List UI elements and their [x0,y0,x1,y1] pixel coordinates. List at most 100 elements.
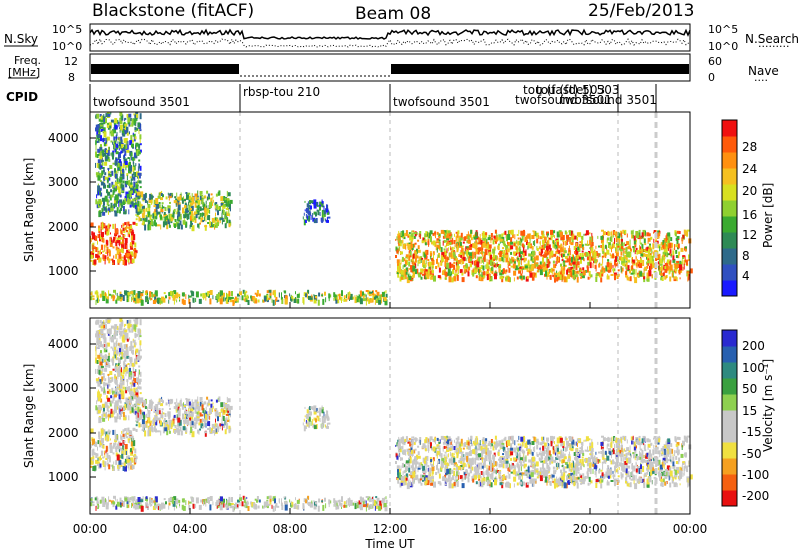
power-pixel [108,168,109,172]
velocity-pixel [118,449,120,453]
power-pixel [446,248,448,254]
power-pixel [278,292,280,298]
power-pixel [409,251,412,258]
power-pixel [129,140,133,146]
power-pixel [443,230,447,235]
power-pixel [184,202,187,207]
power-pixel [154,209,157,214]
power-pixel [640,258,642,265]
power-pixel [598,272,602,278]
velocity-pixel [106,452,109,459]
power-pixel [138,180,142,184]
power-pixel [395,247,398,252]
power-pixel [545,270,547,277]
velocity-pixel [119,365,122,370]
power-pixel [126,175,128,181]
power-pixel [679,264,683,271]
velocity-pixel [130,374,132,378]
power-pixel [651,274,653,279]
power-pixel [546,272,549,275]
power-pixel [95,138,97,145]
power-pixel [638,274,640,278]
power-pixel [129,204,132,208]
power-pixel [95,253,99,258]
velocity-pixel [237,499,240,503]
power-pixel [503,250,506,255]
velocity-pixel [183,422,185,428]
velocity-pixel [223,402,226,407]
velocity-pixel [129,405,132,408]
power-pixel [227,192,231,197]
velocity-pixel [132,372,135,378]
velocity-pixel [156,409,160,415]
power-pixel [576,235,578,240]
velocity-pixel [128,319,132,324]
power-pixel [436,240,439,243]
velocity-pixel [143,411,145,418]
velocity-pixel [129,397,132,403]
velocity-pixel [220,423,224,426]
power-pixel [443,239,446,243]
power-pixel [564,264,567,267]
velocity-pixel [130,360,131,364]
velocity-panel: 1000 2000 3000 4000 Slant Range [km] [22,317,693,515]
power-pixel [609,243,611,246]
power-pixel [577,247,580,250]
power-pixel [90,235,92,241]
velocity-pixel [185,427,188,433]
velocity-pixel [120,342,123,347]
power-pixel [431,260,435,265]
velocity-pixel [192,423,195,428]
power-pixel [90,251,93,258]
velocity-pixel [215,418,216,423]
power-pixel [660,247,663,251]
power-pixel [97,175,101,181]
power-pixel [179,220,182,226]
power-pixel [653,250,657,254]
power-pixel [615,243,618,245]
power-pixel [217,210,219,216]
power-pixel [174,224,176,228]
velocity-pixel [122,369,125,375]
velocity-pixel [211,430,215,434]
power-pixel [122,227,125,231]
power-pixel [520,238,523,243]
power-pixel [119,163,121,167]
velocity-pixel [168,414,171,420]
velocity-pixel [114,387,117,392]
power-pixel [625,266,628,269]
power-pixel [581,239,583,246]
power-pixel [420,276,423,280]
power-pixel [368,298,371,304]
power-pixel [118,253,122,260]
power-pixel [486,270,490,276]
power-pixel [319,206,321,211]
power-pixel [574,258,576,263]
power-pixel [665,244,668,248]
power-pixel [553,272,556,279]
power-pixel [455,257,458,261]
velocity-pixel [228,425,231,432]
power-pixel [554,235,555,239]
power-pixel [444,277,447,280]
power-pixel [102,254,105,260]
power-pixel [336,296,338,300]
power-pixel [126,132,129,136]
velocity-pixel [164,427,168,432]
power-pixel [100,153,103,156]
power-pixel [540,254,544,257]
power-pixel [313,294,315,297]
power-pixel [448,253,450,257]
power-pixel [167,219,170,225]
velocity-pixel [119,348,121,353]
power-pixel [108,258,111,264]
velocity-pixel [158,398,160,404]
power-pixel [647,240,649,244]
power-pixel [468,256,470,259]
power-pixel [129,161,131,166]
velocity-pixel [101,373,105,375]
power-pixel [640,253,644,257]
power-pixel [200,293,203,297]
velocity-pixel [120,372,123,376]
